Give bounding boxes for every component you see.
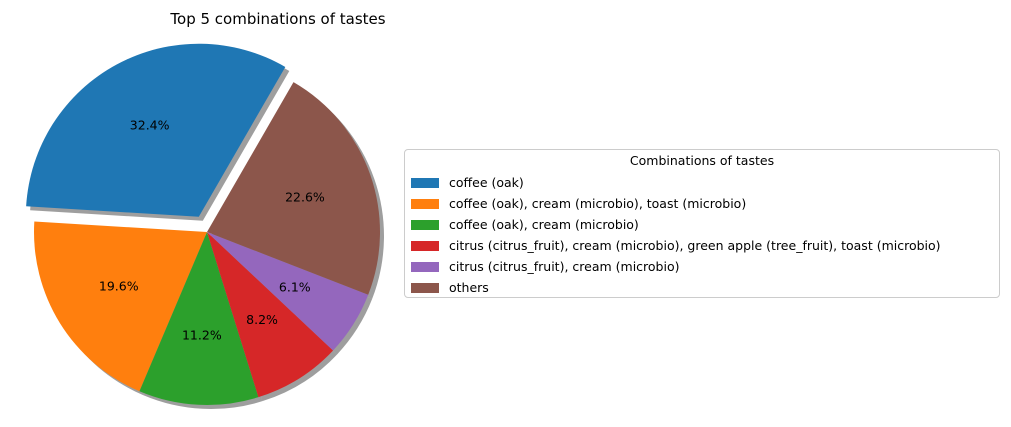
legend-swatch: [411, 240, 439, 251]
legend: Combinations of tastes coffee (oak) coffe…: [404, 149, 1000, 298]
legend-swatch: [411, 282, 439, 293]
legend-label: coffee (oak), cream (microbio): [449, 217, 639, 232]
pie-slices: [26, 43, 380, 406]
legend-item: coffee (oak), cream (microbio), toast (m…: [411, 193, 941, 214]
legend-swatch: [411, 261, 439, 272]
pie-slice: [26, 43, 286, 217]
legend-item: others: [411, 277, 941, 298]
legend-list: coffee (oak) coffee (oak), cream (microbi…: [411, 172, 941, 298]
chart-title: Top 5 combinations of tastes: [169, 10, 385, 28]
legend-item: coffee (oak), cream (microbio): [411, 214, 941, 235]
pie-percent-label: 32.4%: [130, 117, 170, 132]
legend-label: coffee (oak): [449, 175, 524, 190]
pie-slice: [207, 232, 369, 351]
legend-label: coffee (oak), cream (microbio), toast (m…: [449, 196, 747, 211]
pie-percent-label: 19.6%: [99, 279, 139, 294]
legend-label: citrus (citrus_fruit), cream (microbio): [449, 259, 680, 274]
legend-swatch: [411, 177, 439, 188]
pie-percent-label: 11.2%: [182, 328, 222, 343]
legend-item: citrus (citrus_fruit), cream (microbio): [411, 256, 941, 277]
legend-swatch: [411, 198, 439, 209]
pie-percent-label: 22.6%: [285, 190, 325, 205]
pie-slice: [207, 82, 380, 295]
pie-percent-labels: 32.4% 19.6% 11.2% 8.2% 6.1% 22.6%: [99, 117, 325, 342]
legend-label: others: [449, 280, 489, 295]
pie-slice: [207, 232, 334, 398]
pie-percent-label: 6.1%: [279, 279, 311, 294]
pie-slice: [139, 232, 259, 406]
legend-label: citrus (citrus_fruit), cream (microbio),…: [449, 238, 941, 253]
legend-item: coffee (oak): [411, 172, 941, 193]
pie-percent-label: 8.2%: [246, 312, 278, 327]
legend-title: Combinations of tastes: [629, 153, 775, 168]
legend-item: citrus (citrus_fruit), cream (microbio),…: [411, 235, 941, 256]
legend-swatch: [411, 219, 439, 230]
pie-slice: [34, 221, 207, 392]
